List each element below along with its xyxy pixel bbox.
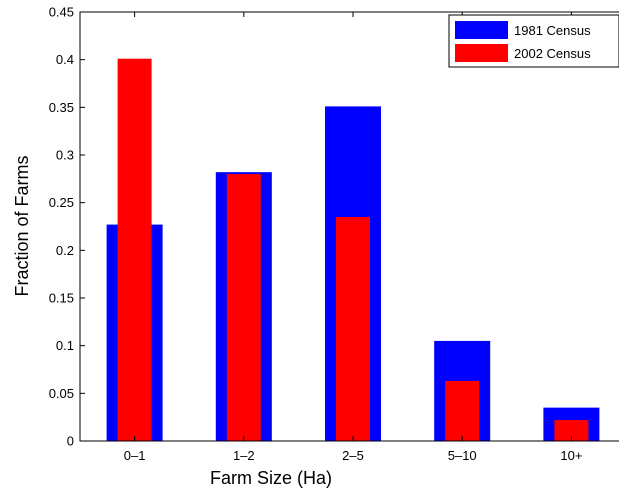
- bars-group: [106, 58, 600, 442]
- x-axis-ticks: 0–1 1–2 2–5 5–10 10+: [124, 12, 582, 463]
- y-tick-label-7: 0.35: [49, 100, 74, 115]
- legend-swatch-2002: [455, 44, 508, 62]
- y-tick-label-9: 0.45: [49, 5, 74, 20]
- bar-2002-2: [336, 216, 370, 441]
- legend: 1981 Census 2002 Census: [448, 14, 619, 68]
- y-tick-label-8: 0.4: [56, 52, 74, 67]
- x-tick-label-3: 5–10: [448, 448, 477, 463]
- legend-swatch-1981: [455, 21, 508, 39]
- legend-label-2002: 2002 Census: [514, 46, 591, 61]
- y-tick-label-0: 0: [67, 434, 74, 449]
- y-tick-label-4: 0.2: [56, 243, 74, 258]
- x-tick-label-4: 10+: [560, 448, 582, 463]
- y-axis-title: Fraction of Farms: [12, 155, 32, 296]
- y-tick-label-3: 0.15: [49, 291, 74, 306]
- x-tick-label-2: 2–5: [342, 448, 364, 463]
- legend-label-1981: 1981 Census: [514, 23, 591, 38]
- x-tick-label-1: 1–2: [233, 448, 255, 463]
- y-tick-label-1: 0.05: [49, 386, 74, 401]
- y-axis-ticks: 0 0.05 0.1 0.15 0.2 0.25 0.3 0.35 0.4 0.45: [49, 5, 85, 449]
- y-tick-label-6: 0.3: [56, 148, 74, 163]
- bar-2002-3: [445, 380, 480, 441]
- bar-2002-1: [226, 174, 261, 441]
- y-tick-label-5: 0.25: [49, 195, 74, 210]
- x-axis-title: Farm Size (Ha): [210, 468, 332, 488]
- x-tick-label-0: 0–1: [124, 448, 146, 463]
- y-tick-label-2: 0.1: [56, 338, 74, 353]
- bar-2002-4: [554, 420, 589, 441]
- bar-2002-0: [117, 58, 152, 442]
